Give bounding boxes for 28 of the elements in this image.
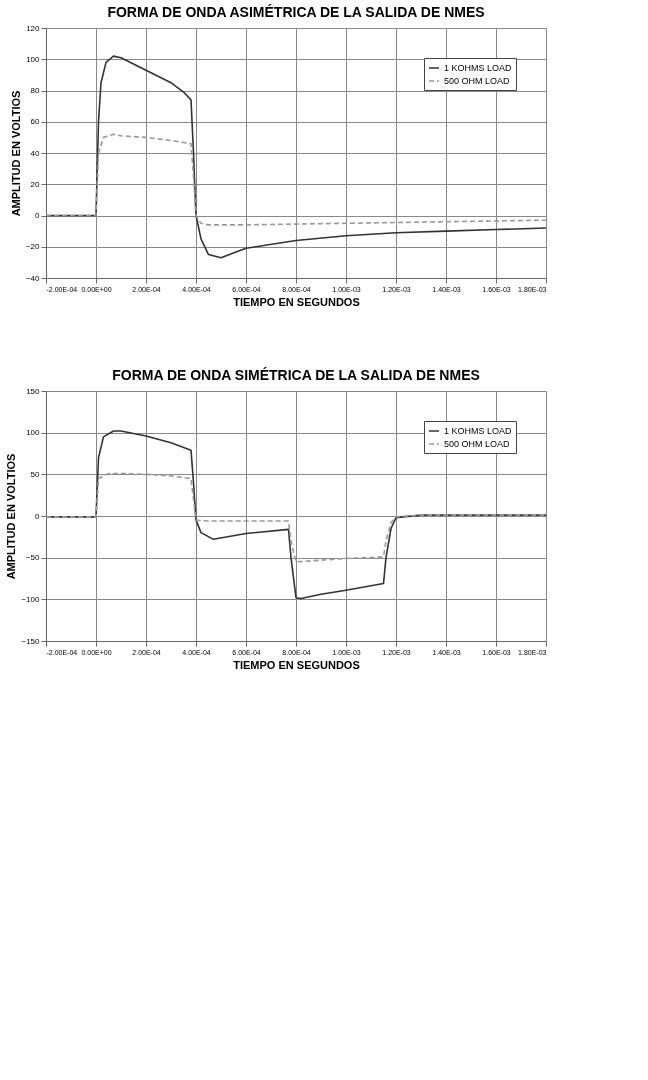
y-tick-label: 100 — [26, 54, 41, 64]
line-series — [45, 472, 547, 563]
y-tick-label: 150 — [26, 386, 41, 396]
x-axis-title: TIEMPO EN SEGUNDOS — [233, 658, 360, 671]
y-tick-label: 0 — [35, 211, 41, 220]
y-tick-label: 100 — [26, 428, 41, 438]
y-tick-label: 40 — [30, 148, 41, 158]
y-tick-label: 0 — [35, 511, 41, 521]
y-axis-title: AMPLITUD EN VOLTIOS — [5, 453, 18, 580]
y-tick-label: −20 — [25, 242, 41, 252]
y-tick-label: −150 — [21, 636, 41, 646]
chart-title: FORMA DE ONDA SIMÉTRICA DE LA SALIDA DE NMES — [112, 367, 480, 383]
y-tick-label: −40 — [25, 273, 41, 283]
y-tick-label: 120 — [26, 23, 41, 33]
y-tick-label: 80 — [30, 86, 41, 95]
x-axis-title: TIEMPO EN SEGUNDOS — [233, 295, 360, 308]
y-tick-label: 50 — [30, 469, 41, 479]
legend-label: 500 OHM LOAD — [444, 76, 511, 86]
legend-label: 500 OHM LOAD — [444, 439, 511, 449]
y-tick-label: −50 — [25, 553, 41, 563]
y-axis-title: AMPLITUD EN VOLTIOS — [9, 90, 22, 217]
y-tick-label: 60 — [30, 117, 41, 127]
legend-label: 1 KOHMS LOAD — [444, 63, 513, 73]
line-series — [45, 133, 547, 226]
legend-label: 1 KOHMS LOAD — [444, 426, 513, 436]
y-tick-label: −100 — [21, 594, 41, 604]
chart-title: FORMA DE ONDA ASIMÉTRICA DE LA SALIDA DE NMES — [107, 4, 485, 20]
y-tick-label: 20 — [30, 179, 41, 189]
